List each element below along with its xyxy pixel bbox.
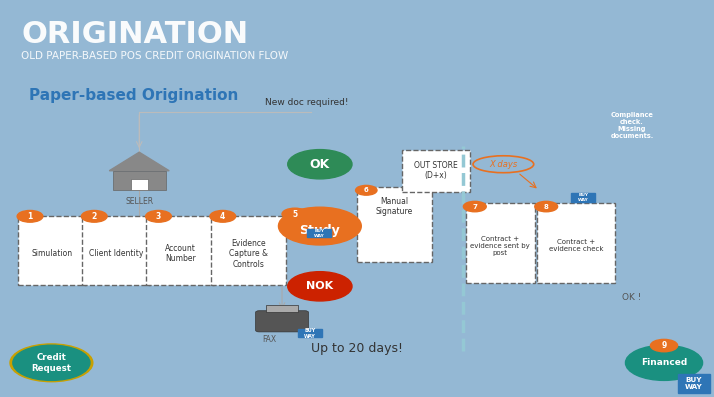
Text: New doc required!: New doc required!	[266, 98, 348, 107]
Text: BUY
WAY: BUY WAY	[685, 377, 703, 390]
Text: 6: 6	[364, 187, 368, 193]
Text: Evidence
Capture &
Controls: Evidence Capture & Controls	[228, 239, 268, 269]
Circle shape	[288, 150, 352, 179]
Text: NOK: NOK	[306, 281, 333, 291]
FancyBboxPatch shape	[357, 187, 432, 262]
Text: FAX: FAX	[262, 335, 276, 344]
Text: Simulation: Simulation	[31, 249, 72, 258]
FancyBboxPatch shape	[402, 150, 470, 192]
Circle shape	[10, 344, 93, 382]
Circle shape	[81, 210, 107, 222]
Text: 4: 4	[220, 212, 226, 221]
Circle shape	[282, 208, 308, 220]
FancyBboxPatch shape	[146, 216, 214, 285]
Circle shape	[288, 272, 352, 301]
Text: OUT STORE
(D+x): OUT STORE (D+x)	[413, 161, 458, 181]
Circle shape	[650, 339, 678, 352]
Text: Up to 20 days!: Up to 20 days!	[311, 342, 403, 355]
Text: ORIGINATION: ORIGINATION	[21, 20, 248, 49]
Circle shape	[17, 210, 43, 222]
FancyBboxPatch shape	[678, 374, 710, 393]
Polygon shape	[109, 152, 169, 171]
Circle shape	[278, 207, 361, 245]
Text: OLD PAPER-BASED POS CREDIT ORIGINATION FLOW: OLD PAPER-BASED POS CREDIT ORIGINATION F…	[21, 52, 288, 62]
FancyBboxPatch shape	[131, 179, 148, 190]
FancyBboxPatch shape	[466, 203, 535, 283]
Circle shape	[210, 210, 236, 222]
FancyBboxPatch shape	[266, 305, 298, 312]
FancyBboxPatch shape	[298, 329, 322, 337]
Text: OK: OK	[310, 158, 330, 171]
Text: 7: 7	[473, 204, 477, 210]
Text: 2: 2	[91, 212, 97, 221]
Text: Contract +
evidence sent by
post: Contract + evidence sent by post	[470, 236, 530, 256]
Circle shape	[356, 185, 377, 195]
Circle shape	[625, 345, 703, 380]
Text: Paper-based Origination: Paper-based Origination	[29, 88, 238, 103]
Text: 5: 5	[292, 210, 298, 218]
Text: BUY
WAY: BUY WAY	[578, 193, 589, 202]
Circle shape	[463, 201, 486, 212]
Circle shape	[583, 103, 680, 147]
FancyBboxPatch shape	[113, 172, 166, 190]
Text: Financed: Financed	[641, 358, 687, 367]
Text: X days: X days	[489, 160, 518, 169]
Text: BUY
WAY: BUY WAY	[313, 229, 325, 237]
Text: Study: Study	[299, 224, 341, 237]
Circle shape	[535, 201, 558, 212]
FancyBboxPatch shape	[18, 216, 86, 285]
Text: SELLER: SELLER	[125, 197, 154, 206]
Text: Contract +
evidence check: Contract + evidence check	[549, 239, 603, 252]
FancyBboxPatch shape	[571, 193, 595, 202]
FancyBboxPatch shape	[82, 216, 150, 285]
Text: Client Identity: Client Identity	[89, 249, 144, 258]
Text: 1: 1	[27, 212, 33, 221]
FancyBboxPatch shape	[537, 203, 615, 283]
Text: BUY
WAY: BUY WAY	[304, 328, 316, 339]
Text: OK !: OK !	[622, 293, 642, 302]
Text: Credit
Request: Credit Request	[31, 353, 71, 372]
FancyBboxPatch shape	[211, 216, 286, 285]
Circle shape	[13, 345, 90, 380]
FancyBboxPatch shape	[307, 229, 331, 237]
Text: 3: 3	[156, 212, 161, 221]
Text: 9: 9	[661, 341, 667, 350]
Text: 8: 8	[544, 204, 548, 210]
Text: Account
Number: Account Number	[165, 244, 196, 264]
Text: Compliance
check.
Missing
documents.: Compliance check. Missing documents.	[610, 112, 653, 139]
Circle shape	[146, 210, 171, 222]
FancyBboxPatch shape	[256, 311, 308, 332]
Text: Manual
Signature: Manual Signature	[376, 197, 413, 216]
